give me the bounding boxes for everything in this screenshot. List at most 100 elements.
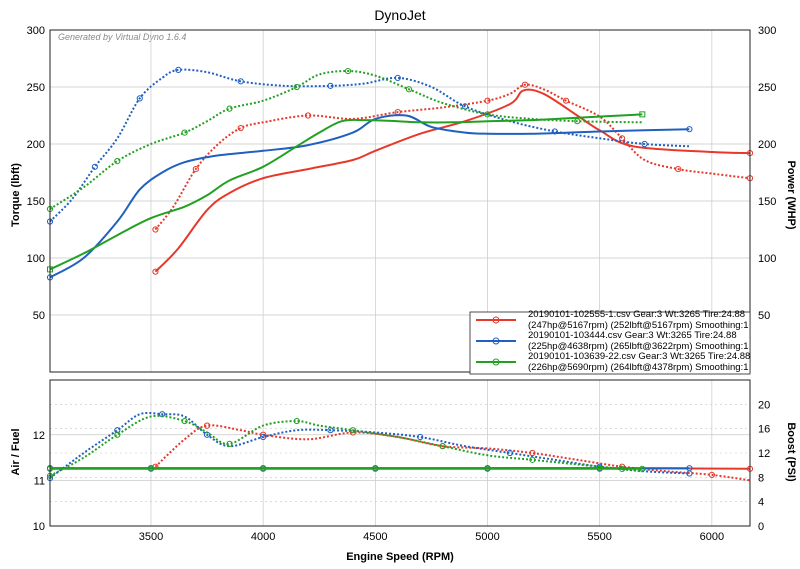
boost-tick-label: 16 bbox=[758, 424, 770, 436]
boost-tick-label: 4 bbox=[758, 497, 764, 509]
torque-point bbox=[237, 124, 244, 132]
torque-point bbox=[181, 129, 188, 136]
torque-point bbox=[619, 135, 626, 142]
afr-point bbox=[439, 443, 446, 450]
x-tick-label: 6000 bbox=[700, 531, 724, 543]
torque-point bbox=[484, 111, 491, 118]
torque-point bbox=[521, 81, 529, 88]
power-line bbox=[49, 114, 690, 279]
afr-point bbox=[114, 427, 121, 434]
chart-title: DynoJet bbox=[374, 7, 425, 23]
afr-point bbox=[260, 433, 267, 441]
bottom-plot-frame bbox=[49, 379, 751, 527]
legend-box bbox=[469, 311, 751, 375]
torque-line bbox=[49, 69, 643, 210]
torque-point bbox=[91, 163, 98, 170]
watermark-text: Generated by Virtual Dyno 1.6.4 bbox=[58, 32, 186, 42]
torque-point bbox=[327, 82, 334, 89]
boost-tick-label: 12 bbox=[758, 448, 770, 460]
torque-point bbox=[152, 226, 159, 233]
legend-label: 20190101-103444.csv Gear:3 Wt:3265 Tire:… bbox=[528, 330, 737, 341]
legend-label-detail: (226hp@5690rpm) (264lbft@4378rpm) Smooth… bbox=[528, 362, 749, 373]
power-line bbox=[49, 113, 643, 271]
boost-tick-label: 20 bbox=[758, 399, 770, 411]
boost-point bbox=[147, 465, 155, 472]
torque-power-panel: 50 100 150 200 250 300 50 100 150 200 250 300 bbox=[27, 25, 776, 373]
torque-point bbox=[226, 105, 233, 112]
boost-point bbox=[260, 465, 267, 472]
torque-point bbox=[175, 66, 182, 74]
legend-marker bbox=[492, 316, 500, 324]
boost-point bbox=[372, 465, 379, 472]
boost-point bbox=[484, 465, 491, 472]
y2-tick-label: 200 bbox=[758, 139, 776, 151]
y-tick-label: 100 bbox=[27, 253, 45, 265]
torque-point bbox=[484, 97, 491, 104]
boost-tick-label: 0 bbox=[758, 521, 764, 533]
afr-point bbox=[529, 456, 536, 463]
torque-line bbox=[49, 68, 690, 223]
torque-point bbox=[344, 67, 352, 75]
y-tick-label: 200 bbox=[27, 139, 45, 151]
boost-point bbox=[639, 465, 646, 472]
x-tick-label: 5000 bbox=[475, 531, 499, 543]
y2-tick-label: 50 bbox=[758, 310, 770, 322]
afr-point bbox=[203, 422, 211, 429]
y2-tick-label: 250 bbox=[758, 82, 776, 94]
torque-line bbox=[154, 83, 751, 231]
afr-point bbox=[349, 427, 356, 434]
legend-entry: 20190101-102555-1.csv Gear:3 Wt:3265 Tir… bbox=[476, 309, 749, 331]
y2-tick-label: 100 bbox=[758, 253, 776, 265]
x-tick-label: 4500 bbox=[363, 531, 387, 543]
afr-boost-panel: 10 11 12 0 4 8 12 16 20 3500 4000 4500 5000 5500 6000 bbox=[33, 379, 770, 543]
torque-point bbox=[562, 97, 570, 104]
torque-point bbox=[405, 86, 413, 93]
legend-entry: 20190101-103444.csv Gear:3 Wt:3265 Tire:… bbox=[476, 330, 749, 352]
torque-point bbox=[304, 112, 312, 119]
legend-marker bbox=[492, 358, 500, 366]
legend-label-detail: (225hp@4638rpm) (265lbft@3622rpm) Smooth… bbox=[528, 341, 749, 352]
power-axis-title: Power (WHP) bbox=[785, 160, 797, 229]
legend-label: 20190101-102555-1.csv Gear:3 Wt:3265 Tir… bbox=[528, 309, 745, 320]
y-tick-label: 150 bbox=[27, 196, 45, 208]
torque-point bbox=[114, 158, 121, 165]
power-line bbox=[154, 88, 751, 273]
x-tick-label: 3500 bbox=[139, 531, 163, 543]
y2-tick-label: 150 bbox=[758, 196, 776, 208]
boost-point bbox=[596, 465, 603, 472]
afr-tick-label: 12 bbox=[33, 430, 45, 442]
x-tick-label: 5500 bbox=[587, 531, 611, 543]
power-point bbox=[152, 268, 159, 275]
boost-point bbox=[686, 465, 693, 472]
y-tick-label: 250 bbox=[27, 82, 45, 94]
power-point bbox=[686, 126, 693, 133]
y2-tick-label: 300 bbox=[758, 25, 776, 37]
afr-line bbox=[49, 414, 643, 477]
power-point bbox=[639, 111, 646, 118]
afr-point bbox=[181, 417, 188, 425]
afr-tick-label: 10 bbox=[33, 521, 45, 533]
y-tick-label: 50 bbox=[33, 310, 45, 322]
torque-point bbox=[675, 165, 682, 173]
torque-point bbox=[237, 78, 244, 85]
afr-point bbox=[114, 431, 121, 438]
torque-point bbox=[394, 74, 401, 81]
legend: 20190101-102555-1.csv Gear:3 Wt:3265 Tir… bbox=[469, 309, 751, 375]
legend-label-detail: (247hp@5167rpm) (252lbft@5167rpm) Smooth… bbox=[528, 320, 749, 331]
afr-axis-title: Air / Fuel bbox=[10, 428, 22, 475]
y-tick-label: 300 bbox=[27, 25, 45, 37]
torque-point bbox=[641, 140, 648, 148]
top-plot-frame bbox=[49, 29, 751, 373]
x-axis-title: Engine Speed (RPM) bbox=[346, 551, 454, 563]
legend-marker bbox=[492, 337, 500, 345]
afr-tick-label: 11 bbox=[34, 475, 45, 487]
x-tick-label: 4000 bbox=[251, 531, 275, 543]
afr-point bbox=[417, 433, 424, 441]
boost-tick-label: 8 bbox=[758, 472, 764, 484]
torque-point bbox=[136, 95, 143, 102]
torque-point bbox=[192, 165, 199, 173]
afr-point bbox=[293, 417, 300, 425]
boost-axis-title: Boost (PSI) bbox=[785, 422, 797, 482]
afr-point bbox=[506, 449, 514, 457]
